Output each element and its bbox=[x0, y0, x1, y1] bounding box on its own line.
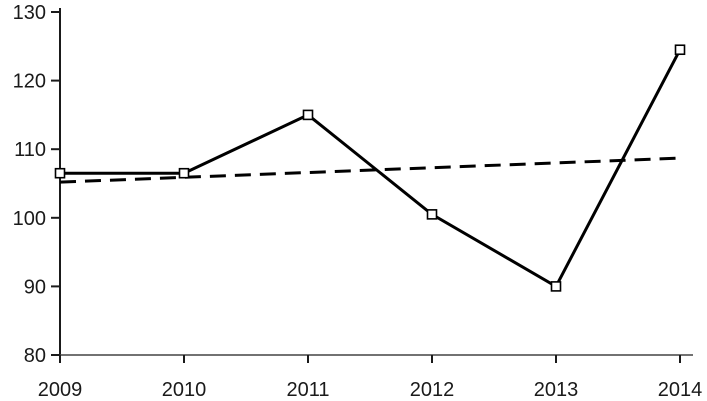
x-tick-label: 2012 bbox=[410, 379, 455, 401]
data-point-marker bbox=[54, 167, 66, 179]
series-solid-line bbox=[60, 49, 682, 289]
data-point-marker bbox=[302, 109, 314, 121]
data-point-marker bbox=[674, 44, 686, 56]
data-point-marker bbox=[178, 167, 190, 179]
data-point-marker bbox=[426, 209, 438, 220]
y-tick-label: 90 bbox=[24, 276, 46, 298]
y-tick-label: 120 bbox=[13, 71, 46, 93]
series-dashed-line bbox=[59, 156, 681, 184]
y-tick-label: 130 bbox=[13, 2, 46, 24]
y-tick-label: 110 bbox=[14, 139, 46, 161]
y-tick-label: 100 bbox=[13, 208, 46, 230]
x-tick-label: 2010 bbox=[162, 379, 207, 401]
x-tick-label: 2011 bbox=[286, 379, 329, 401]
x-tick-label: 2013 bbox=[534, 379, 579, 401]
x-tick-label: 2009 bbox=[38, 379, 83, 401]
y-tick-label: 80 bbox=[24, 345, 46, 367]
data-point-marker bbox=[550, 281, 562, 292]
x-tick-label: 2014 bbox=[658, 379, 703, 401]
